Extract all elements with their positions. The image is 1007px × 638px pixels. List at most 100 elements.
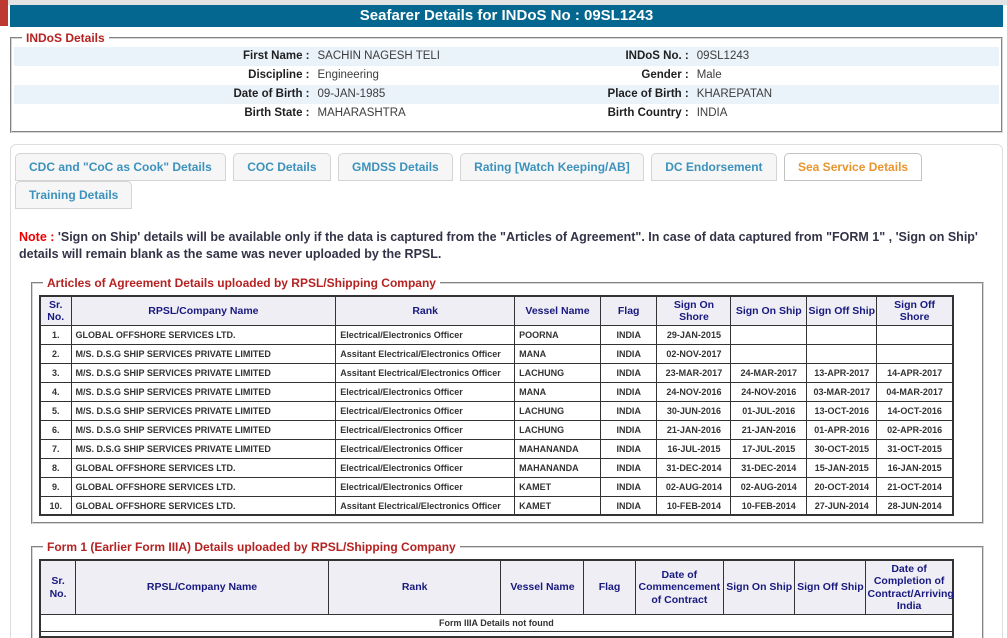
table-cell [730, 324, 808, 345]
table-cell: GLOBAL OFFSHORE SERVICES LTD. [70, 457, 337, 478]
note-prefix: Note : [19, 230, 55, 244]
table-cell: 2. [39, 343, 72, 364]
table-row: 4. M/S. D.S.G SHIP SERVICES PRIVATE LIMIT… [39, 381, 954, 402]
table-cell: 10. [39, 495, 72, 516]
column-header: Sr. No. [39, 295, 72, 326]
table-row: 7. M/S. D.S.G SHIP SERVICES PRIVATE LIMIT… [39, 438, 954, 459]
table-cell: 02-APR-2016 [876, 419, 954, 440]
page-title: Seafarer Details for INDoS No : 09SL1243 [10, 5, 1003, 27]
column-header: Rank [335, 295, 516, 326]
table-cell: Electrical/Electronics Officer [335, 438, 516, 459]
field-value: Male [696, 69, 722, 81]
table-cell: 01-JUL-2016 [730, 400, 808, 421]
column-header: Sign Off Ship [794, 559, 867, 615]
articles-of-agreement-legend: Articles of Agreement Details uploaded b… [47, 275, 436, 290]
table-cell: POORNA [514, 324, 601, 345]
form1-legend: Form 1 (Earlier Form IIIA) Details uploa… [47, 540, 456, 555]
column-header: RPSL/Company Name [70, 295, 337, 326]
indos-row: Date of Birth : 09-JAN-1985 Place of Bir… [14, 85, 999, 104]
column-header: Vessel Name [514, 295, 601, 326]
page: Seafarer Details for INDoS No : 09SL1243… [10, 5, 1003, 638]
table-cell: MANA [514, 343, 601, 364]
table-cell: MAHANANDA [514, 457, 601, 478]
empty-message: Form IIIA Details not found [39, 613, 954, 632]
table-cell: Electrical/Electronics Officer [335, 381, 516, 402]
table-cell: Electrical/Electronics Officer [335, 419, 516, 440]
table-cell: LACHUNG [514, 400, 601, 421]
table-cell: 02-AUG-2014 [656, 476, 732, 497]
table-cell: Electrical/Electronics Officer [335, 476, 516, 497]
table-cell: 14-OCT-2016 [876, 400, 954, 421]
field-value: Engineering [317, 69, 379, 81]
table-cell: Electrical/Electronics Officer [335, 324, 516, 345]
table-cell: INDIA [599, 438, 658, 459]
column-header: RPSL/Company Name [75, 559, 329, 615]
column-header: Flag [599, 295, 658, 326]
table-cell: MAHANANDA [514, 438, 601, 459]
table-cell: 24-MAR-2017 [730, 362, 808, 383]
table-row [39, 630, 954, 638]
tab-gmdss-details[interactable]: GMDSS Details [338, 153, 453, 181]
table-cell: Electrical/Electronics Officer [335, 457, 516, 478]
table-cell: 04-MAR-2017 [876, 381, 954, 402]
table-cell: 10-FEB-2014 [730, 495, 808, 516]
table-cell: LACHUNG [514, 419, 601, 440]
field-label: Discipline : [248, 69, 310, 81]
tab-cdc-coc-as-cook-details[interactable]: CDC and "CoC as Cook" Details [15, 153, 226, 181]
table-cell [876, 324, 954, 345]
table-cell: GLOBAL OFFSHORE SERVICES LTD. [70, 324, 337, 345]
column-header: Sr. No. [39, 559, 77, 615]
table-cell: M/S. D.S.G SHIP SERVICES PRIVATE LIMITED [70, 381, 337, 402]
table-cell: INDIA [599, 400, 658, 421]
table-cell [806, 324, 878, 345]
table-cell: 6. [39, 419, 72, 440]
table-cell: 14-APR-2017 [876, 362, 954, 383]
table-cell: M/S. D.S.G SHIP SERVICES PRIVATE LIMITED [70, 400, 337, 421]
table-cell: LACHUNG [514, 362, 601, 383]
column-header: Sign Off Ship [806, 295, 878, 326]
table-cell: 17-JUL-2015 [730, 438, 808, 459]
table-cell: 23-MAR-2017 [656, 362, 732, 383]
table-row: 10. GLOBAL OFFSHORE SERVICES LTD. Assitant… [39, 495, 954, 516]
table-cell: KAMET [514, 495, 601, 516]
articles-of-agreement-table: Sr. No. RPSL/Company Name Rank Vessel Name F… [39, 294, 954, 517]
tab-training-details[interactable]: Training Details [15, 181, 133, 209]
table-cell: GLOBAL OFFSHORE SERVICES LTD. [70, 476, 337, 497]
table-cell: M/S. D.S.G SHIP SERVICES PRIVATE LIMITED [70, 362, 337, 383]
column-header: Flag [583, 559, 636, 615]
table-cell: Assitant Electrical/Electronics Officer [335, 362, 516, 383]
table-cell [39, 630, 954, 638]
column-header: Vessel Name [500, 559, 585, 615]
table-cell: 28-JUN-2014 [876, 495, 954, 516]
tabs-bar: CDC and "CoC as Cook" Details COC Detail… [11, 145, 1002, 209]
articles-of-agreement-fieldset: Articles of Agreement Details uploaded b… [31, 275, 984, 525]
table-cell: INDIA [599, 324, 658, 345]
table-row: Form IIIA Details not found [39, 613, 954, 632]
tab-sea-service-details[interactable]: Sea Service Details [784, 153, 923, 181]
table-cell: 21-OCT-2014 [876, 476, 954, 497]
table-cell: 27-JUN-2014 [806, 495, 878, 516]
table-row: 1. GLOBAL OFFSHORE SERVICES LTD. Electrica… [39, 324, 954, 345]
table-cell: 5. [39, 400, 72, 421]
table-cell: 1. [39, 324, 72, 345]
tab-coc-details[interactable]: COC Details [233, 153, 331, 181]
indos-row: Discipline : Engineering Gender : Male [14, 66, 999, 85]
table-row: 5. M/S. D.S.G SHIP SERVICES PRIVATE LIMIT… [39, 400, 954, 421]
indos-details-legend: INDoS Details [26, 31, 105, 45]
table-cell: 31-DEC-2014 [656, 457, 732, 478]
field-value: MAHARASHTRA [317, 107, 406, 119]
tab-rating-watch-keeping-ab[interactable]: Rating [Watch Keeping/AB] [460, 153, 644, 181]
table-cell: INDIA [599, 476, 658, 497]
table-cell: 16-JUL-2015 [656, 438, 732, 459]
field-label: Date of Birth : [233, 88, 310, 100]
form1-fieldset: Form 1 (Earlier Form IIIA) Details uploa… [31, 540, 984, 638]
table-cell: GLOBAL OFFSHORE SERVICES LTD. [70, 495, 337, 516]
field-label: Birth Country : [607, 107, 689, 119]
tab-dc-endorsement[interactable]: DC Endorsement [651, 153, 777, 181]
column-header: Rank [327, 559, 502, 615]
table-cell [806, 343, 878, 364]
form1-table: Sr. No. RPSL/Company Name Rank Vessel Name F… [39, 559, 954, 638]
table-cell: 24-NOV-2016 [730, 381, 808, 402]
table-row: 8. GLOBAL OFFSHORE SERVICES LTD. Electrica… [39, 457, 954, 478]
table-cell: 3. [39, 362, 72, 383]
